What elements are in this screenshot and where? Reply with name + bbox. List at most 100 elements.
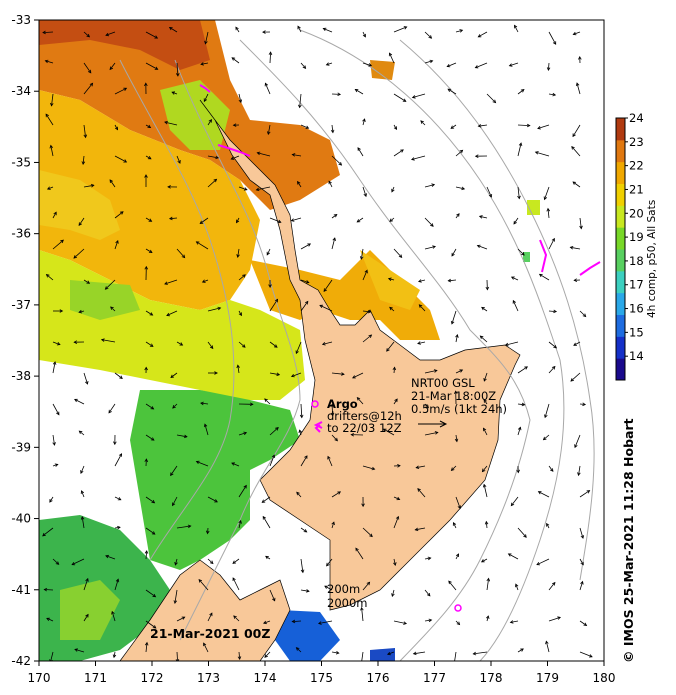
current-vector bbox=[576, 82, 581, 95]
current-vector bbox=[538, 491, 550, 498]
current-vector-head bbox=[513, 220, 517, 225]
current-vector-head bbox=[403, 26, 408, 30]
current-vector-head bbox=[430, 223, 434, 227]
current-vector-head bbox=[46, 186, 51, 190]
current-vector bbox=[175, 558, 178, 566]
current-vector-head bbox=[334, 437, 338, 442]
current-vector bbox=[267, 124, 271, 135]
current-vector-head bbox=[205, 530, 210, 535]
colorbar-ticks: 14 15 16 17 18 19 20 21 22 23 24 bbox=[625, 111, 644, 363]
colorbar-tick-label: 22 bbox=[629, 159, 644, 173]
current-vector bbox=[269, 589, 276, 601]
current-vector bbox=[83, 614, 89, 622]
current-vector-head bbox=[59, 309, 64, 313]
current-vector bbox=[486, 615, 489, 622]
current-vector-head bbox=[350, 432, 355, 437]
current-vector bbox=[295, 341, 302, 354]
current-vector-head bbox=[256, 151, 261, 156]
current-vector bbox=[114, 87, 127, 95]
current-vector-head bbox=[167, 185, 171, 189]
current-vector-head bbox=[232, 560, 237, 564]
current-vector-head bbox=[119, 211, 124, 215]
x-tick-label: 176 bbox=[367, 671, 390, 685]
current-vector bbox=[393, 26, 407, 33]
current-vector bbox=[419, 304, 426, 312]
current-vector bbox=[207, 558, 214, 564]
current-vector bbox=[511, 276, 519, 281]
current-vector bbox=[164, 279, 178, 285]
current-vector bbox=[572, 124, 581, 137]
current-vector-head bbox=[74, 648, 78, 652]
current-vector-head bbox=[524, 366, 528, 370]
x-tick-label: 178 bbox=[480, 671, 503, 685]
current-vector-head bbox=[172, 502, 176, 507]
current-vector-head bbox=[450, 467, 455, 471]
current-vector bbox=[483, 484, 488, 498]
current-vector-head bbox=[291, 153, 296, 157]
current-vector bbox=[388, 278, 395, 281]
current-vector-head bbox=[298, 104, 302, 109]
current-vector-head bbox=[263, 620, 267, 625]
current-vector-head bbox=[242, 274, 246, 278]
current-vector bbox=[300, 527, 307, 533]
current-vector-head bbox=[305, 125, 310, 129]
current-vector bbox=[145, 155, 152, 160]
colorbar-title: 4h comp, p50, All Sats bbox=[646, 200, 658, 318]
current-vector-head bbox=[415, 465, 420, 469]
current-vector-head bbox=[480, 559, 485, 563]
current-vector bbox=[362, 527, 373, 537]
current-vector-head bbox=[213, 178, 218, 183]
current-vector-head bbox=[580, 535, 585, 539]
current-vector-head bbox=[542, 436, 547, 441]
current-vector bbox=[114, 211, 124, 219]
current-vector-head bbox=[261, 499, 266, 503]
current-vector bbox=[331, 491, 341, 498]
current-vector bbox=[389, 53, 395, 64]
argo-tracks bbox=[199, 84, 601, 433]
current-legend-line1: NRT00 GSL bbox=[411, 376, 475, 390]
current-vector-head bbox=[456, 621, 461, 626]
current-vector bbox=[300, 279, 309, 283]
current-vector bbox=[164, 121, 178, 126]
current-vector bbox=[300, 558, 304, 573]
current-vector-head bbox=[276, 372, 281, 377]
current-vector-head bbox=[217, 306, 222, 311]
current-vector bbox=[326, 558, 333, 567]
current-vector-head bbox=[488, 193, 493, 198]
argo-float-marker bbox=[454, 604, 462, 612]
current-vector-head bbox=[369, 533, 373, 538]
current-vector bbox=[573, 31, 581, 35]
x-tick-label: 180 bbox=[593, 671, 616, 685]
current-vector-head bbox=[536, 562, 541, 566]
current-vector bbox=[238, 432, 247, 436]
current-vector bbox=[296, 492, 302, 498]
current-vector-head bbox=[183, 434, 188, 439]
current-vector-head bbox=[452, 522, 457, 526]
current-vector-head bbox=[420, 120, 424, 124]
current-vector-head bbox=[114, 126, 118, 131]
current-vector-head bbox=[297, 25, 301, 30]
current-vector-head bbox=[123, 159, 128, 163]
current-vector-head bbox=[451, 252, 455, 257]
current-vector bbox=[145, 403, 154, 410]
current-vector-head bbox=[154, 35, 159, 39]
current-vector-head bbox=[168, 26, 173, 31]
current-vector-head bbox=[398, 254, 403, 259]
current-vector-head bbox=[356, 396, 361, 401]
current-vector bbox=[451, 310, 457, 325]
current-vector-head bbox=[510, 276, 515, 280]
current-vector bbox=[196, 241, 209, 250]
colorbar-segment bbox=[616, 139, 625, 163]
current-vector-head bbox=[249, 402, 254, 407]
current-vector bbox=[264, 398, 271, 405]
current-vector-head bbox=[354, 88, 359, 93]
current-vectors bbox=[42, 24, 593, 661]
current-vector-head bbox=[550, 468, 554, 472]
current-vector bbox=[269, 52, 271, 64]
current-vector-head bbox=[105, 32, 110, 37]
current-vector-head bbox=[583, 622, 588, 626]
current-vector-head bbox=[164, 120, 168, 125]
current-vector-head bbox=[521, 251, 525, 256]
current-vector bbox=[109, 179, 116, 188]
current-vector bbox=[176, 341, 183, 346]
